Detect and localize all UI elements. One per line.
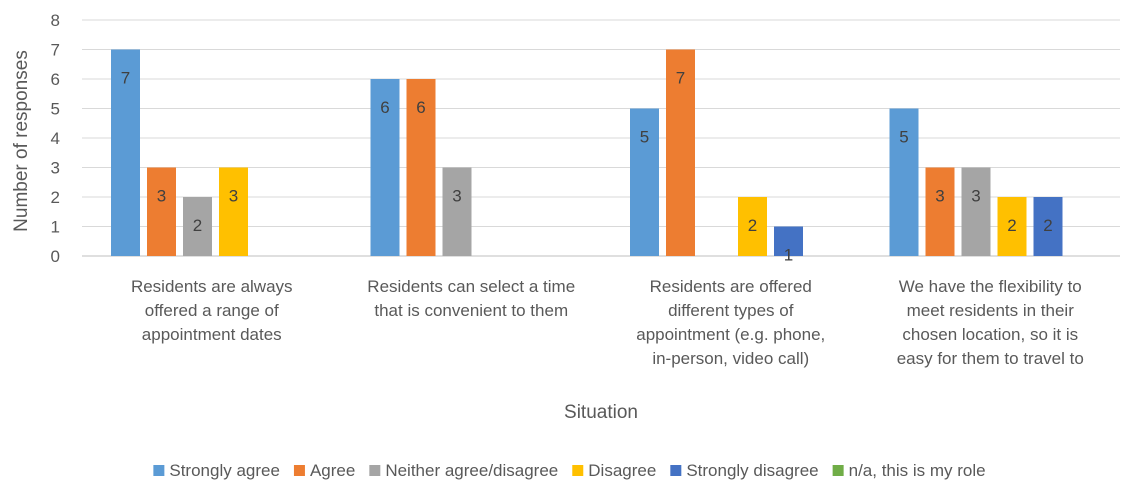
- legend-swatch: [153, 465, 165, 476]
- x-category-label: We have the flexibility to: [899, 277, 1082, 296]
- x-category-label: Residents are always: [131, 277, 293, 296]
- bar: [219, 167, 248, 256]
- data-label: 7: [676, 69, 685, 88]
- x-category-label: chosen location, so it is: [902, 325, 1078, 344]
- x-category-label: offered a range of: [145, 301, 279, 320]
- x-category-label: in-person, video call): [652, 349, 809, 368]
- data-label: 5: [899, 128, 908, 147]
- legend-swatch: [670, 465, 682, 476]
- data-label: 2: [193, 216, 202, 235]
- legend-swatch: [832, 465, 844, 476]
- y-tick-label: 0: [51, 247, 60, 266]
- x-category-label: Residents are offered: [650, 277, 812, 296]
- x-axis-title: Situation: [564, 402, 638, 423]
- data-label: 1: [784, 246, 793, 265]
- legend-item: n/a, this is my role: [832, 461, 986, 480]
- bar: [925, 167, 955, 256]
- y-tick-label: 7: [51, 41, 60, 60]
- data-label: 6: [380, 98, 389, 117]
- y-tick-label: 3: [51, 159, 60, 178]
- y-tick-label: 5: [51, 100, 60, 119]
- legend-swatch: [293, 465, 305, 476]
- legend-item: Strongly agree: [153, 461, 280, 480]
- data-label: 7: [121, 69, 130, 88]
- y-tick-label: 6: [51, 70, 60, 89]
- legend-label: Disagree: [588, 461, 656, 480]
- data-label: 6: [416, 98, 425, 117]
- bar: [630, 108, 659, 256]
- legend-label: n/a, this is my role: [849, 461, 986, 480]
- bar: [442, 167, 472, 256]
- legend-label: Neither agree/disagree: [385, 461, 558, 480]
- x-category-label: different types of: [668, 301, 794, 320]
- legend-item: Agree: [293, 461, 355, 480]
- y-axis-ticks: 0 1 2 3 4 5 6 7 8: [51, 11, 60, 266]
- legend: Strongly agree Agree Neither agree/disagre…: [153, 461, 986, 480]
- legend-label: Strongly agree: [169, 461, 280, 480]
- bar: [370, 79, 400, 256]
- data-label: 2: [1043, 216, 1052, 235]
- bar: [889, 108, 919, 256]
- legend-item: Strongly disagree: [670, 461, 819, 480]
- y-tick-label: 1: [51, 218, 60, 237]
- legend-item: Disagree: [572, 461, 656, 480]
- gridlines: [82, 19, 1120, 257]
- bar: [666, 49, 695, 256]
- y-tick-label: 8: [51, 11, 60, 30]
- y-tick-label: 2: [51, 188, 60, 207]
- data-label: 3: [971, 187, 980, 206]
- bar: [147, 167, 176, 256]
- x-category-label: appointment (e.g. phone,: [636, 325, 825, 344]
- legend-label: Agree: [310, 461, 355, 480]
- data-label: 3: [157, 187, 166, 206]
- x-category-label: easy for them to travel to: [897, 349, 1084, 368]
- legend-item: Neither agree/disagree: [369, 461, 558, 480]
- bar: [738, 197, 767, 256]
- data-label: 3: [935, 187, 944, 206]
- bar: [997, 197, 1027, 256]
- bar: [111, 49, 140, 256]
- x-category-label: that is convenient to them: [374, 301, 568, 320]
- bar: [1033, 197, 1063, 256]
- data-label: 3: [229, 187, 238, 206]
- data-label: 3: [452, 187, 461, 206]
- data-label: 2: [748, 216, 757, 235]
- legend-swatch: [369, 465, 381, 476]
- x-axis-categories: Residents are always offered a range of ap…: [131, 277, 1084, 368]
- data-label: 5: [640, 128, 649, 147]
- legend-label: Strongly disagree: [686, 461, 818, 480]
- x-category-label: appointment dates: [142, 325, 282, 344]
- data-label: 2: [1007, 216, 1016, 235]
- y-tick-label: 4: [51, 129, 60, 148]
- x-category-label: Residents can select a time: [367, 277, 575, 296]
- bars: [111, 49, 1063, 256]
- bar: [774, 226, 803, 256]
- y-axis-title: Number of responses: [11, 50, 32, 232]
- bar: [961, 167, 991, 256]
- legend-swatch: [572, 465, 584, 476]
- data-labels: 7 3 2 3 6 6 3 5 7 2 1 5 3 3 2 2: [121, 69, 1053, 265]
- x-category-label: meet residents in their: [907, 301, 1075, 320]
- bar: [406, 79, 436, 256]
- bar: [183, 197, 212, 256]
